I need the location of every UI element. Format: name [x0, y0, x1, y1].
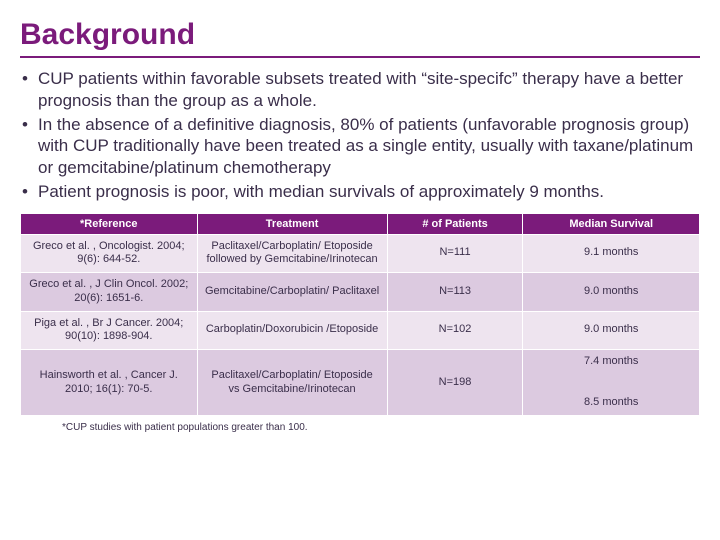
- title-underline: [20, 56, 700, 58]
- cell-treatment: Paclitaxel/Carboplatin/ Etoposide follow…: [197, 234, 387, 273]
- cell-reference: Hainsworth et al. , Cancer J. 2010; 16(1…: [21, 350, 198, 416]
- table-row: Piga et al. , Br J Cancer. 2004; 90(10):…: [21, 311, 700, 350]
- col-survival: Median Survival: [523, 213, 700, 234]
- table-row: Hainsworth et al. , Cancer J. 2010; 16(1…: [21, 350, 700, 416]
- bullet-item: Patient prognosis is poor, with median s…: [20, 181, 700, 203]
- footnote: *CUP studies with patient populations gr…: [20, 422, 700, 433]
- table-header-row: *Reference Treatment # of Patients Media…: [21, 213, 700, 234]
- cell-reference: Greco et al. , Oncologist. 2004; 9(6): 6…: [21, 234, 198, 273]
- cell-treatment: Paclitaxel/Carboplatin/ Etoposidevs Gemc…: [197, 350, 387, 416]
- cell-reference: Greco et al. , J Clin Oncol. 2002; 20(6)…: [21, 273, 198, 312]
- col-reference: *Reference: [21, 213, 198, 234]
- col-treatment: Treatment: [197, 213, 387, 234]
- cell-survival: 9.0 months: [523, 311, 700, 350]
- cell-survival: 9.1 months: [523, 234, 700, 273]
- cell-patients: N=102: [387, 311, 523, 350]
- cell-treatment: Carboplatin/Doxorubicin /Etoposide: [197, 311, 387, 350]
- cell-survival: 9.0 months: [523, 273, 700, 312]
- page-title: Background: [20, 18, 700, 52]
- studies-table: *Reference Treatment # of Patients Media…: [20, 213, 700, 417]
- bullet-list: CUP patients within favorable subsets tr…: [20, 68, 700, 203]
- cell-patients: N=198: [387, 350, 523, 416]
- cell-reference: Piga et al. , Br J Cancer. 2004; 90(10):…: [21, 311, 198, 350]
- bullet-item: In the absence of a definitive diagnosis…: [20, 114, 700, 179]
- bullet-item: CUP patients within favorable subsets tr…: [20, 68, 700, 112]
- cell-patients: N=111: [387, 234, 523, 273]
- col-patients: # of Patients: [387, 213, 523, 234]
- cell-survival: 7.4 months8.5 months: [523, 350, 700, 416]
- cell-patients: N=113: [387, 273, 523, 312]
- table-row: Greco et al. , J Clin Oncol. 2002; 20(6)…: [21, 273, 700, 312]
- cell-treatment: Gemcitabine/Carboplatin/ Paclitaxel: [197, 273, 387, 312]
- table-row: Greco et al. , Oncologist. 2004; 9(6): 6…: [21, 234, 700, 273]
